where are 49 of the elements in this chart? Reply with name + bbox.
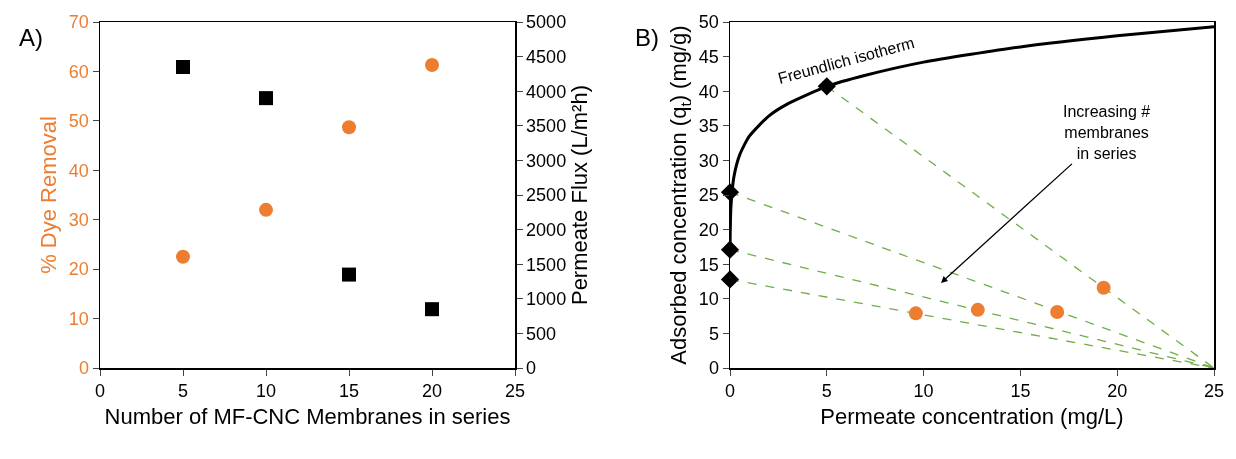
y-tick-label: 50: [698, 12, 719, 33]
y-tick-label: 20: [68, 259, 89, 280]
y-tick-label: 70: [68, 12, 89, 33]
x-tick-label: 20: [421, 381, 443, 402]
y-tick-label: 45: [698, 46, 719, 67]
y-tick-label: 20: [698, 219, 719, 240]
y2-tick-label: 0: [526, 358, 537, 379]
y-axis-title: % Dye Removal: [35, 116, 61, 274]
x-tick-label: 5: [177, 381, 189, 402]
x-tick-label: 15: [338, 381, 360, 402]
y2-tick-label: 4500: [526, 46, 567, 67]
y-tick-label: 60: [68, 61, 89, 82]
y2-tick-label: 4000: [526, 81, 567, 102]
x-tick-label: 20: [1107, 381, 1128, 402]
x-axis-title: Number of MF-CNC Membranes in series: [104, 403, 511, 429]
y-tick-label: 10: [698, 289, 719, 310]
text: A): [19, 24, 43, 51]
annotation: Increasing # membranes in series: [1063, 103, 1151, 162]
y-tick-label: 30: [68, 210, 89, 231]
x-axis-title: Permeate concentration (mg/L): [820, 403, 1124, 429]
x-tick-label: 25: [504, 381, 526, 402]
x-tick-label: 25: [1203, 381, 1225, 402]
y-tick-label: 15: [698, 254, 719, 275]
y2-tick-label: 3500: [526, 116, 567, 137]
y2-tick-label: 1000: [526, 289, 567, 310]
y-tick-label: 40: [68, 160, 89, 181]
x-tick-label: 10: [913, 381, 934, 402]
y-tick-label: 35: [698, 116, 719, 137]
y-tick-label: 0: [708, 358, 719, 379]
x-tick-label: 5: [821, 381, 832, 402]
y-tick-label: 30: [698, 150, 719, 171]
x-tick-label: 0: [94, 381, 106, 402]
y-tick-label: 10: [68, 308, 89, 329]
y-tick-label: 0: [78, 358, 89, 379]
y2-tick-label: 3000: [526, 150, 567, 171]
y-tick-label: 25: [698, 185, 719, 206]
x-tick-label: 10: [255, 381, 277, 402]
y2-tick-label: 2500: [526, 185, 567, 206]
y2-tick-label: 500: [526, 323, 557, 344]
y2-tick-label: 1500: [526, 254, 567, 275]
y-tick-label: 50: [68, 111, 89, 132]
text: B): [635, 24, 659, 51]
y2-tick-label: 5000: [526, 12, 567, 33]
x-tick-label: 15: [1010, 381, 1031, 402]
y2-axis-title: Permeate Flux (L/m²h): [566, 84, 592, 306]
y2-tick-label: 2000: [526, 219, 567, 240]
y-tick-label: 40: [698, 81, 719, 102]
y-tick-label: 5: [708, 323, 719, 344]
x-tick-label: 0: [724, 381, 736, 402]
